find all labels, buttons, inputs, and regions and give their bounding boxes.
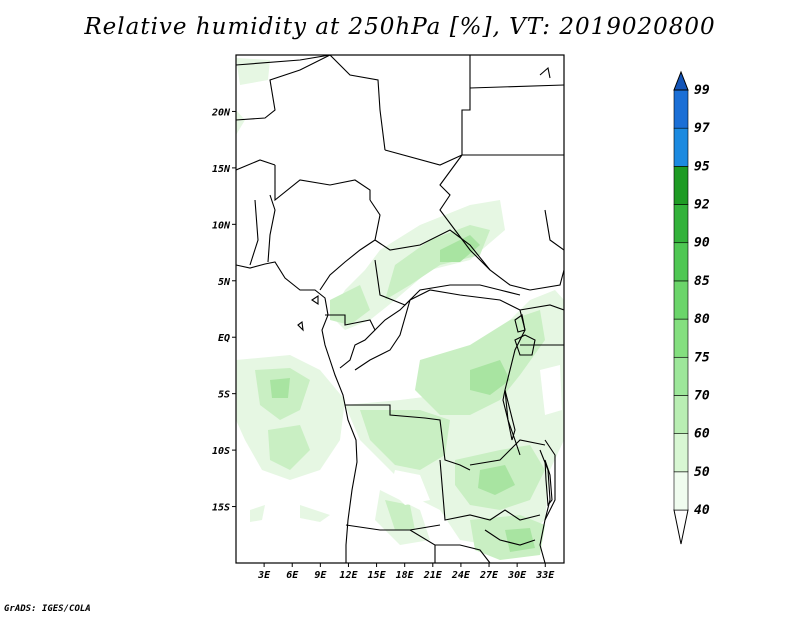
border-moz (539, 439, 556, 563)
colorbar-label: 40 (694, 503, 710, 518)
colorbar-segment (673, 89, 689, 129)
border-drc-north (409, 289, 521, 311)
humidity-field (236, 58, 564, 560)
colorbar-under-triangle (673, 509, 689, 545)
latitude-axis: 20N 15N 10N 5N EQ 5S 10S 15S (211, 107, 236, 514)
field-deep (270, 235, 535, 552)
border-namibia (409, 529, 436, 563)
border-car-south (374, 259, 521, 306)
lat-tick-label: 20N (211, 107, 231, 118)
lon-tick-label: 15E (368, 570, 387, 581)
border-red-sea (539, 66, 551, 79)
lon-tick-label: 24E (451, 570, 471, 581)
colorbar-segment (673, 166, 689, 205)
map-title: Relative humidity at 250hPa [%], VT: 201… (84, 14, 716, 40)
lat-tick-label: 10N (212, 220, 231, 231)
lat-tick-label: 5N (218, 277, 231, 288)
colorbar-segment (673, 127, 689, 167)
colorbar: 40 50 60 70 75 80 85 90 92 95 97 99 (673, 70, 710, 545)
colorbar-segment (673, 280, 689, 320)
border-nigeria-cam (319, 199, 381, 291)
colorbar-segment (673, 356, 689, 396)
lake-tanganyika (502, 389, 516, 441)
colorbar-label: 95 (694, 159, 710, 174)
border-niger (274, 165, 371, 202)
border-north-4 (469, 84, 564, 89)
border-chad-sudan (439, 154, 491, 271)
border-angola-drc (345, 404, 471, 471)
lat-tick-label: 15N (212, 164, 231, 175)
border-uganda (519, 304, 564, 311)
border-car (374, 229, 531, 291)
colorbar-segment (673, 204, 689, 244)
coastline-west (236, 261, 358, 563)
lake-albert (514, 314, 526, 333)
colorbar-label: 80 (694, 312, 710, 327)
lat-tick-label: 5S (218, 390, 230, 401)
political-boundaries (236, 55, 564, 563)
colorbar-label: 92 (694, 198, 710, 213)
border-botswana (435, 544, 491, 563)
lon-tick-label: 33E (535, 570, 555, 581)
border-zambia-n (469, 439, 546, 466)
lat-tick-label: 15S (212, 503, 230, 514)
border-burkina (236, 159, 276, 171)
map-frame (235, 54, 565, 564)
colorbar-label: 90 (694, 236, 710, 251)
lon-tick-label: 18E (396, 570, 415, 581)
field-gaps (390, 365, 562, 505)
border-north-3 (461, 55, 471, 155)
island-saotome (297, 320, 304, 332)
lon-tick-label: 3E (257, 570, 271, 581)
colorbar-over-triangle (673, 70, 689, 91)
border-ethiopia (544, 209, 564, 251)
grads-credit: GrADS: IGES/COLA (4, 604, 91, 614)
border-zim (484, 529, 536, 546)
lon-tick-label: 27E (479, 570, 499, 581)
lake-malawi (544, 459, 553, 507)
border-north-1 (236, 55, 331, 66)
lon-tick-label: 6E (286, 570, 299, 581)
colorbar-segment (673, 471, 689, 511)
colorbar-segment (673, 433, 689, 473)
border-ssudan (529, 269, 564, 291)
colorbar-segment (673, 318, 689, 358)
longitude-axis: 3E 6E 9E 12E 15E 18E 21E 24E 27E 30E 33E (257, 563, 555, 581)
border-angola-south (345, 524, 441, 531)
border-north-2 (329, 55, 386, 151)
colorbar-label: 85 (694, 274, 710, 289)
lon-tick-label: 21E (423, 570, 443, 581)
lon-tick-label: 30E (507, 570, 527, 581)
border-congo (354, 298, 412, 371)
lake-victoria (514, 334, 536, 356)
colorbar-label: 97 (694, 121, 710, 136)
lon-tick-label: 12E (339, 570, 358, 581)
colorbar-label: 99 (694, 83, 710, 98)
border-zambia (439, 459, 541, 521)
lon-tick-label: 9E (314, 570, 327, 581)
island-bioko (311, 294, 319, 306)
colorbar-label: 75 (694, 350, 710, 365)
border-benin (267, 194, 276, 263)
colorbar-label: 70 (694, 388, 710, 403)
border-ghana (249, 199, 259, 266)
border-mali (236, 55, 331, 121)
colorbar-label: 50 (694, 465, 710, 480)
lat-tick-label: EQ (218, 333, 230, 344)
lat-tick-label: 10S (212, 446, 230, 457)
border-malawi (539, 449, 551, 521)
border-niger-chad (384, 149, 463, 166)
border-drc-east (504, 309, 526, 456)
colorbar-segment (673, 395, 689, 434)
colorbar-segment (673, 242, 689, 282)
colorbar-label: 60 (694, 427, 710, 442)
